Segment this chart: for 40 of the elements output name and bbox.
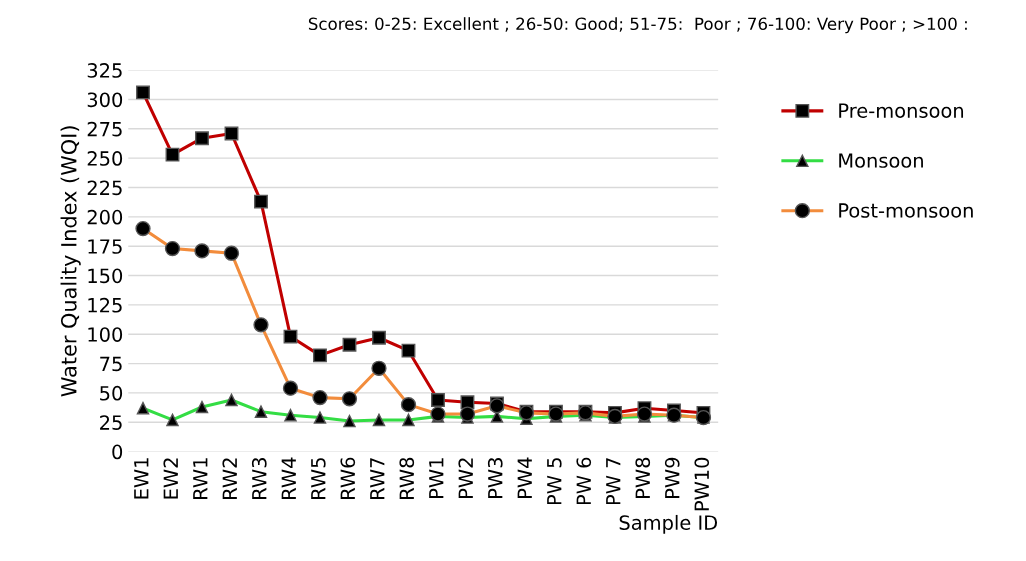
y-tick-label: 325 (87, 63, 122, 78)
legend-label: Post-monsoon (839, 203, 973, 218)
x-tick-label: EW2 (163, 458, 178, 499)
x-axis-title: Sample ID (619, 514, 718, 534)
y-tick-label: 200 (87, 209, 123, 225)
x-tick-label: PW3 (487, 458, 503, 498)
x-tick-label: RW2 (222, 458, 237, 499)
y-tick-label: 225 (87, 180, 122, 196)
y-tick-label: 275 (87, 121, 122, 137)
x-tick-label: RW5 (311, 458, 326, 499)
y-tick-label: 75 (100, 356, 122, 372)
x-tick-label: PW2 (458, 458, 473, 498)
x-tick-label: PW1 (429, 458, 444, 498)
legend-label: Monsoon (839, 153, 923, 168)
x-tick-label: PW10 (694, 457, 710, 511)
x-tick-label: PW4 (517, 457, 532, 498)
chart-title: Scores: 0-25: Excellent ; 26-50: Good; 51-75: Poor ; 76-100: Very Poor ; >100 : (308, 17, 967, 34)
y-tick-label: 250 (87, 151, 123, 166)
legend-label: Pre-monsoon (839, 103, 964, 118)
y-tick-label: 50 (100, 385, 123, 401)
x-tick-label: RW3 (251, 458, 267, 499)
x-tick-label: RW8 (399, 457, 415, 499)
x-tick-label: RW6 (340, 457, 356, 499)
x-tick-label: RW4 (281, 457, 296, 499)
y-tick-label: 175 (88, 239, 122, 254)
y-tick-label: 0 (112, 444, 123, 460)
y-tick-label: 150 (88, 268, 123, 284)
x-tick-label: PW9 (664, 457, 680, 498)
x-tick-label: EW1 (134, 458, 149, 499)
x-tick-label: PW8 (635, 457, 651, 498)
x-tick-label: PW 6 (576, 457, 592, 505)
y-axis-title: Water Quality Index (WQI) (60, 126, 81, 397)
x-tick-label: PW 7 (606, 458, 621, 505)
y-tick-label: 300 (87, 92, 123, 108)
y-tick-label: 100 (88, 327, 123, 342)
x-tick-label: RW7 (370, 458, 385, 499)
y-tick-label: 125 (88, 297, 122, 313)
x-tick-label: RW1 (193, 458, 208, 499)
x-tick-label: PW 5 (547, 458, 562, 505)
y-tick-label: 25 (100, 415, 122, 430)
